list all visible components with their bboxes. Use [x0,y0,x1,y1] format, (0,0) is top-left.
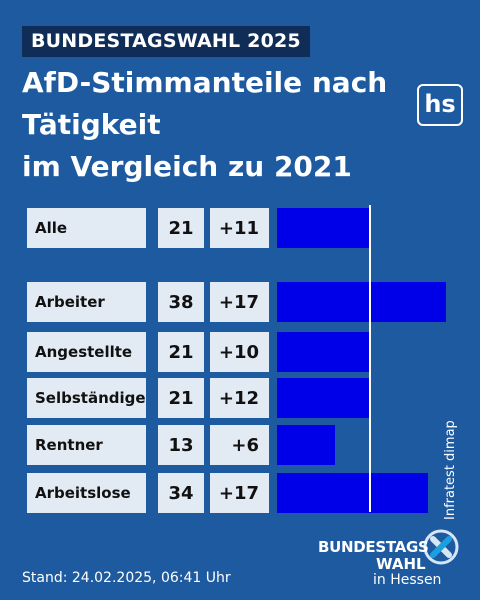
bar [277,473,428,513]
chart-row: Alle 21 +11 [27,208,457,248]
value-label: 21 [158,332,204,372]
election-logo: BUNDESTAGS WAHL in Hessen [318,528,468,588]
bar [277,208,370,248]
chart-row: Arbeiter 38 +17 [27,282,457,322]
value-label: 21 [158,378,204,418]
value-label: 38 [158,282,204,322]
reference-line [369,205,371,512]
chart-row: Rentner 13 +6 [27,425,457,465]
value-label: 13 [158,425,204,465]
change-label: +17 [210,473,269,513]
change-label: +6 [210,425,269,465]
x-mark-icon [423,529,459,565]
title-line-1: AfD-Stimmanteile nach [22,66,388,99]
title-line-2: Tätigkeit [22,108,161,141]
bar [277,425,335,465]
logo-text-line-1: BUNDESTAGS [318,538,429,556]
election-tag: BUNDESTAGSWAHL 2025 [22,26,310,57]
category-label: Rentner [27,425,146,465]
chart-row: Arbeitslose 34 +17 [27,473,457,513]
source-label: Infratest dimap [443,420,458,520]
chart-title: AfD-Stimmanteile nach Tätigkeit im Vergl… [22,62,422,188]
change-label: +17 [210,282,269,322]
logo-text-line-3: in Hessen [373,572,442,588]
hs-logo: hs [417,84,463,126]
change-label: +12 [210,378,269,418]
value-label: 34 [158,473,204,513]
title-line-3: im Vergleich zu 2021 [22,150,352,183]
category-label: Angestellte [27,332,146,372]
category-label: Arbeiter [27,282,146,322]
category-label: Arbeitslose [27,473,146,513]
chart-row: Angestellte 21 +10 [27,332,457,372]
category-label: Alle [27,208,146,248]
value-label: 21 [158,208,204,248]
bar [277,282,446,322]
chart-row: Selbständige 21 +12 [27,378,457,418]
bar [277,332,370,372]
bar [277,378,370,418]
category-label: Selbständige [27,378,146,418]
change-label: +10 [210,332,269,372]
timestamp: Stand: 24.02.2025, 06:41 Uhr [22,570,231,586]
change-label: +11 [210,208,269,248]
logo-text-line-2: WAHL [376,555,426,573]
